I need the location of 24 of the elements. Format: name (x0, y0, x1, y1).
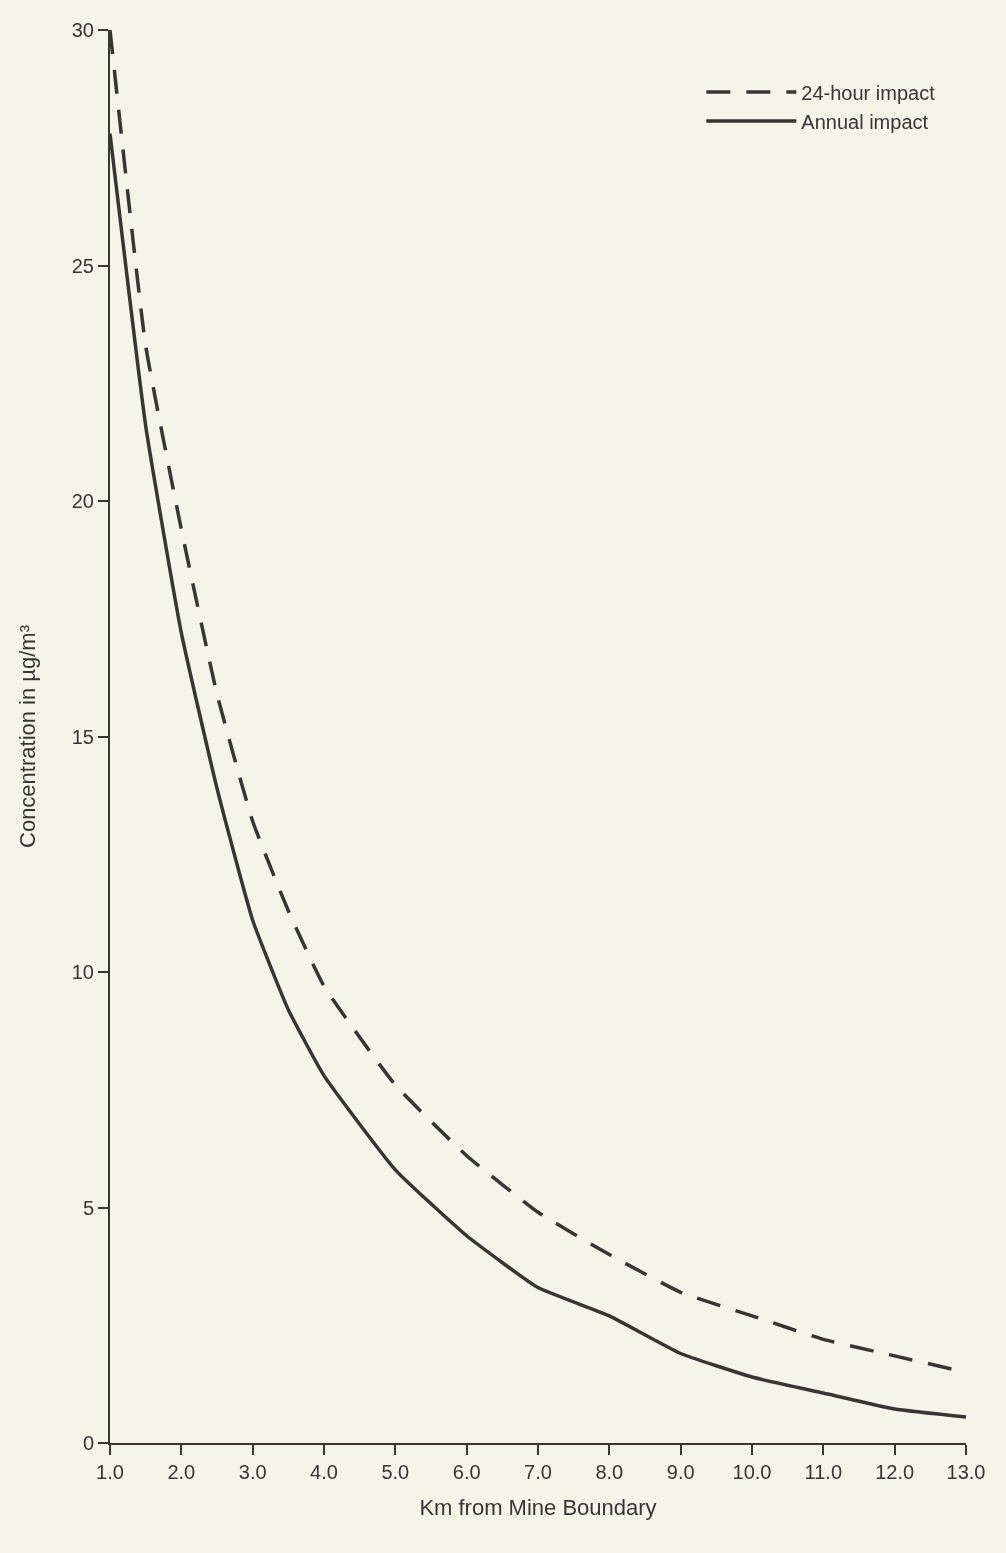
y-axis-title: Concentration in µg/m³ (15, 625, 41, 848)
x-axis-title: Km from Mine Boundary (419, 1495, 657, 1521)
x-tick-label: 12.0 (875, 1461, 915, 1483)
y-tick-label: 20 (71, 490, 94, 512)
x-tick-label: 9.0 (666, 1461, 695, 1483)
y-tick-label: 5 (82, 1196, 94, 1219)
x-tick-label: 5.0 (381, 1461, 410, 1483)
x-tick-label: 10.0 (732, 1461, 772, 1483)
y-tick-label: 30 (71, 19, 94, 41)
y-tick-label: 0 (82, 1432, 94, 1454)
x-tick-label: 7.0 (524, 1461, 552, 1483)
y-tick-label: 15 (71, 725, 94, 748)
x-tick-label: 6.0 (452, 1461, 481, 1483)
x-tick-label: 8.0 (595, 1461, 624, 1483)
legend-label: 24-hour impact (801, 81, 936, 104)
x-tick-label: 13.0 (946, 1461, 986, 1483)
y-tick-label: 10 (71, 961, 94, 983)
x-tick-label: 4.0 (310, 1461, 338, 1483)
y-tick-label: 25 (71, 254, 94, 277)
x-tick-label: 1.0 (96, 1461, 124, 1483)
x-tick-label: 3.0 (238, 1461, 267, 1483)
x-tick-label: 2.0 (167, 1461, 196, 1483)
x-tick-label: 11.0 (804, 1461, 843, 1483)
legend-label: Annual impact (801, 110, 929, 133)
